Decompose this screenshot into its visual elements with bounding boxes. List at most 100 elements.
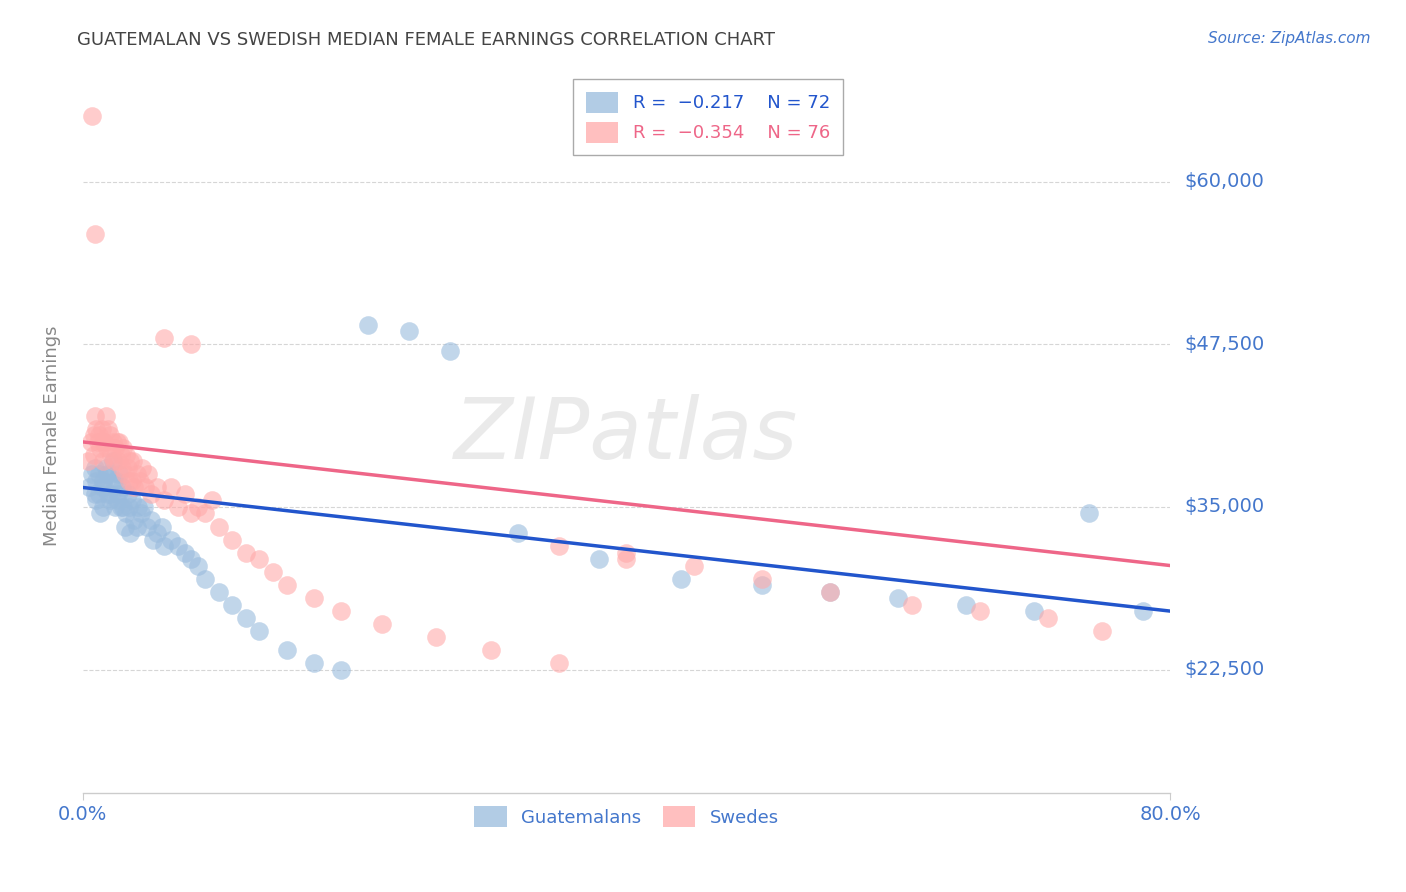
Point	[330, 604, 353, 618]
Point	[506, 526, 529, 541]
Point	[108, 434, 131, 449]
Point	[98, 467, 121, 482]
Point	[969, 604, 991, 618]
Y-axis label: Median Female Earnings: Median Female Earnings	[44, 326, 60, 546]
Point	[221, 533, 243, 547]
Point	[84, 422, 107, 436]
Point	[83, 461, 105, 475]
Point	[93, 480, 115, 494]
Point	[276, 578, 298, 592]
Point	[96, 442, 118, 456]
Point	[139, 513, 162, 527]
Text: ZIPatlas: ZIPatlas	[454, 394, 799, 477]
Point	[110, 500, 132, 514]
Point	[1036, 610, 1059, 624]
Text: $60,000: $60,000	[1184, 172, 1264, 191]
Point	[127, 500, 149, 514]
Point	[235, 545, 257, 559]
Point	[79, 480, 101, 494]
Point	[87, 428, 110, 442]
Point	[131, 461, 153, 475]
Point	[115, 507, 138, 521]
Point	[83, 428, 105, 442]
Point	[121, 474, 143, 488]
Point	[173, 545, 195, 559]
Point	[1091, 624, 1114, 638]
Point	[83, 227, 105, 241]
Legend: Guatemalans, Swedes: Guatemalans, Swedes	[467, 799, 786, 834]
Point	[93, 434, 115, 449]
Point	[100, 448, 122, 462]
Point	[166, 500, 188, 514]
Point	[262, 565, 284, 579]
Point	[194, 572, 217, 586]
Point	[302, 656, 325, 670]
Point	[117, 461, 139, 475]
Point	[1077, 507, 1099, 521]
Point	[398, 324, 420, 338]
Point	[86, 434, 108, 449]
Point	[887, 591, 910, 606]
Point	[153, 493, 176, 508]
Point	[83, 448, 105, 462]
Point	[142, 533, 165, 547]
Point	[135, 519, 157, 533]
Point	[180, 552, 202, 566]
Point	[425, 630, 447, 644]
Point	[751, 578, 773, 592]
Point	[112, 500, 135, 514]
Point	[120, 454, 142, 468]
Point	[111, 480, 134, 494]
Point	[180, 337, 202, 351]
Point	[129, 507, 152, 521]
Point	[100, 487, 122, 501]
Point	[128, 474, 150, 488]
Point	[115, 448, 138, 462]
Point	[87, 467, 110, 482]
Point	[107, 454, 129, 468]
Point	[955, 598, 977, 612]
Point	[683, 558, 706, 573]
Point	[173, 487, 195, 501]
Point	[235, 610, 257, 624]
Point	[90, 422, 112, 436]
Point	[90, 480, 112, 494]
Point	[187, 558, 209, 573]
Text: $47,500: $47,500	[1184, 334, 1264, 354]
Point	[132, 500, 155, 514]
Point	[180, 507, 202, 521]
Point	[357, 318, 380, 332]
Point	[105, 434, 128, 449]
Point	[146, 480, 169, 494]
Point	[247, 552, 270, 566]
Point	[187, 500, 209, 514]
Point	[112, 442, 135, 456]
Point	[91, 454, 114, 468]
Point	[1024, 604, 1046, 618]
Point	[160, 533, 183, 547]
Point	[108, 467, 131, 482]
Point	[114, 519, 136, 533]
Point	[94, 461, 117, 475]
Point	[153, 331, 176, 345]
Point	[1132, 604, 1154, 618]
Point	[105, 474, 128, 488]
Point	[194, 507, 217, 521]
Point	[125, 519, 148, 533]
Point	[901, 598, 924, 612]
Point	[479, 643, 502, 657]
Point	[207, 519, 229, 533]
Point	[98, 493, 121, 508]
Point	[104, 500, 127, 514]
Point	[91, 434, 114, 449]
Point	[83, 487, 105, 501]
Point	[83, 409, 105, 423]
Point	[125, 467, 148, 482]
Point	[820, 584, 842, 599]
Point	[77, 454, 100, 468]
Point	[160, 480, 183, 494]
Point	[105, 493, 128, 508]
Point	[101, 434, 124, 449]
Point	[91, 474, 114, 488]
Point	[124, 480, 146, 494]
